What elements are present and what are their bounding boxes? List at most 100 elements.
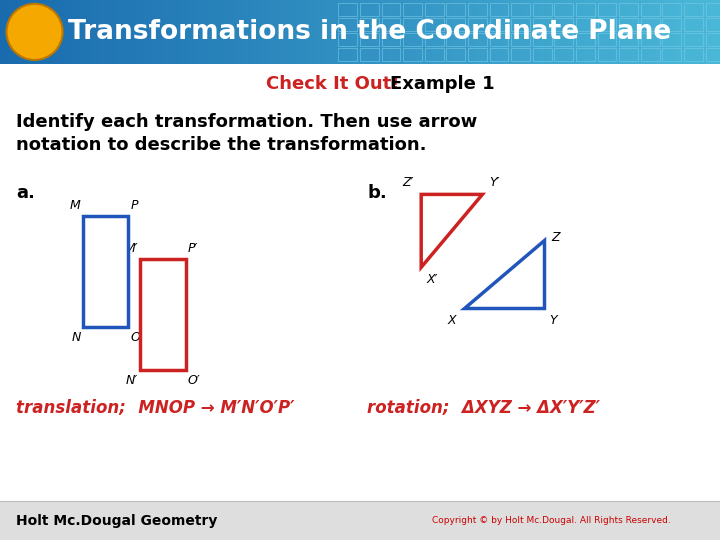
Bar — [387, 0, 397, 64]
Bar — [0, 0, 11, 64]
Text: b.: b. — [367, 184, 387, 201]
Bar — [441, 0, 451, 64]
Bar — [468, 48, 487, 61]
Bar — [360, 33, 379, 46]
Bar — [446, 18, 465, 31]
Bar — [662, 18, 681, 31]
Text: O′: O′ — [188, 374, 201, 387]
Bar — [446, 3, 465, 16]
Bar — [576, 48, 595, 61]
Bar — [639, 0, 649, 64]
Bar — [495, 0, 505, 64]
Bar — [666, 0, 677, 64]
Bar — [0, 501, 720, 540]
Bar — [468, 33, 487, 46]
Bar — [81, 0, 91, 64]
Text: Z′: Z′ — [402, 176, 414, 189]
Bar — [576, 3, 595, 16]
Bar — [360, 18, 379, 31]
Bar — [306, 0, 317, 64]
Bar — [531, 0, 541, 64]
Bar — [171, 0, 181, 64]
Bar — [619, 33, 638, 46]
Bar — [598, 3, 616, 16]
Bar — [36, 0, 46, 64]
Text: Holt Mc.Dougal Geometry: Holt Mc.Dougal Geometry — [16, 514, 217, 528]
Bar — [90, 0, 101, 64]
Polygon shape — [464, 240, 544, 308]
Bar — [511, 33, 530, 46]
Bar — [135, 0, 145, 64]
Bar — [27, 0, 37, 64]
Text: O: O — [130, 331, 140, 344]
Bar — [382, 48, 400, 61]
Bar — [423, 0, 433, 64]
Bar — [641, 3, 660, 16]
Bar — [459, 0, 469, 64]
Bar — [662, 33, 681, 46]
Text: Z: Z — [551, 231, 559, 244]
Bar — [288, 0, 299, 64]
Bar — [576, 33, 595, 46]
Text: translation;   MNOP → M′N′O′P′: translation; MNOP → M′N′O′P′ — [16, 399, 294, 417]
Bar — [511, 18, 530, 31]
Bar — [554, 48, 573, 61]
Bar — [648, 0, 658, 64]
Bar — [162, 0, 173, 64]
Text: Identify each transformation. Then use arrow: Identify each transformation. Then use a… — [16, 113, 477, 131]
Bar — [360, 48, 379, 61]
Bar — [140, 259, 186, 370]
Text: a.: a. — [16, 184, 35, 201]
Bar — [446, 48, 465, 61]
Bar — [180, 0, 190, 64]
Bar — [446, 33, 465, 46]
Text: rotation;   ΔXYZ → ΔX′Y′Z′: rotation; ΔXYZ → ΔX′Y′Z′ — [367, 399, 600, 417]
Text: Check It Out! Example 1: Check It Out! Example 1 — [351, 83, 369, 84]
Bar — [585, 0, 595, 64]
Bar — [144, 0, 154, 64]
Bar — [684, 18, 703, 31]
Polygon shape — [421, 194, 482, 267]
Bar — [126, 0, 137, 64]
Text: Copyright © by Holt Mc.Dougal. All Rights Reserved.: Copyright © by Holt Mc.Dougal. All Right… — [432, 516, 671, 525]
Bar — [490, 33, 508, 46]
Bar — [189, 0, 199, 64]
Bar — [490, 3, 508, 16]
Text: N: N — [71, 331, 81, 344]
Bar — [338, 3, 357, 16]
Bar — [405, 0, 415, 64]
Text: Y: Y — [549, 314, 557, 327]
Bar — [425, 33, 444, 46]
Bar — [270, 0, 281, 64]
Text: X′: X′ — [427, 273, 438, 286]
Bar — [641, 48, 660, 61]
Bar — [252, 0, 262, 64]
Bar — [450, 0, 461, 64]
Bar — [207, 0, 217, 64]
Bar — [360, 3, 379, 16]
Text: Example 1: Example 1 — [390, 75, 495, 93]
Bar — [403, 33, 422, 46]
Bar — [594, 0, 604, 64]
Bar — [490, 48, 508, 61]
Bar — [576, 0, 586, 64]
Text: M: M — [70, 199, 81, 212]
Bar — [396, 0, 407, 64]
Bar — [234, 0, 245, 64]
Bar — [558, 0, 569, 64]
Bar — [641, 18, 660, 31]
Bar — [619, 18, 638, 31]
Bar — [9, 0, 19, 64]
Bar — [630, 0, 641, 64]
Bar — [567, 0, 577, 64]
Text: N′: N′ — [126, 374, 138, 387]
Bar — [333, 0, 343, 64]
Bar — [99, 0, 109, 64]
Bar — [554, 18, 573, 31]
Text: P′: P′ — [188, 242, 198, 255]
Bar — [198, 0, 209, 64]
Bar — [338, 33, 357, 46]
Bar — [513, 0, 523, 64]
Bar — [522, 0, 532, 64]
Text: notation to describe the transformation.: notation to describe the transformation. — [16, 136, 426, 154]
